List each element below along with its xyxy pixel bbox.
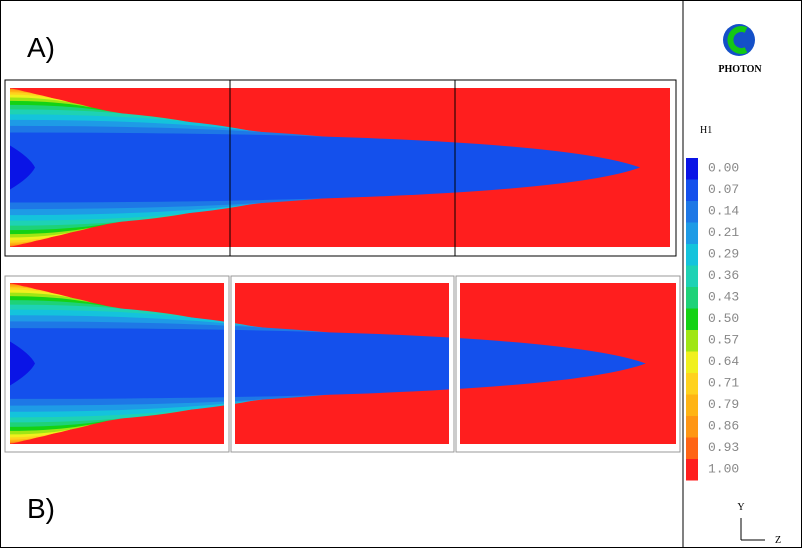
legend-label: 0.79 [708,397,739,412]
legend-swatch [686,244,698,266]
legend-label: 0.14 [708,203,739,218]
legend-label: 0.43 [708,289,739,304]
axis-label: Z [775,535,781,546]
legend-swatch [686,330,698,352]
legend-label: 0.07 [708,182,739,197]
legend-swatch [686,394,698,416]
legend-swatch [686,201,698,223]
frame-b [455,275,681,453]
legend-label: 0.00 [708,160,739,175]
legend-label: 0.29 [708,246,739,261]
legend-swatch [686,179,698,201]
logo-text: PHOTON [718,64,762,75]
contour-band [10,341,35,386]
legend-swatch [686,373,698,395]
legend-swatch [686,351,698,373]
contour-band [10,132,640,203]
legend-label: 0.50 [708,311,739,326]
contour-band [10,328,646,399]
legend-swatch [686,416,698,438]
legend-label: 0.93 [708,440,739,455]
legend-label: 0.71 [708,375,739,390]
axis-label: Y [737,502,744,513]
legend-label: 0.36 [708,268,739,283]
legend-label: 0.64 [708,354,739,369]
legend-label: 0.86 [708,418,739,433]
legend-title: H1 [700,125,712,136]
frame-a [4,79,677,257]
frame-b [230,275,455,453]
legend-swatch [686,308,698,330]
legend-swatch [686,287,698,309]
legend-label: 0.57 [708,332,739,347]
legend-swatch [686,459,698,481]
frame-b [4,275,230,453]
panel-label: B) [27,493,55,524]
logo: PHOTON [718,24,762,75]
legend-swatch [686,158,698,180]
axis-icon: Y Z [737,502,781,546]
legend-swatch [686,265,698,287]
legend-label: 1.00 [708,461,739,476]
contour-band [10,145,35,190]
legend-swatch [686,437,698,459]
legend-swatch [686,222,698,244]
panel-label: A) [27,32,55,63]
legend-label: 0.21 [708,225,739,240]
